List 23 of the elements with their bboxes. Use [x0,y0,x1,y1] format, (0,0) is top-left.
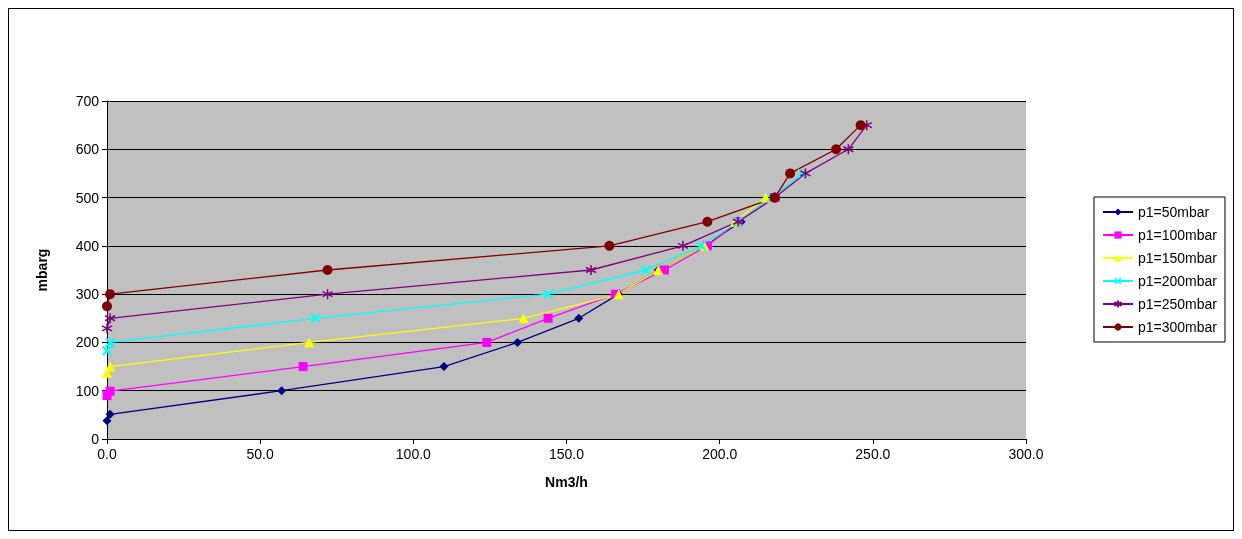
x-tick-label: 0.0 [97,446,117,462]
x-tick-label: 150.0 [548,446,585,462]
y-tick-label: 100 [75,382,100,399]
y-tick-label: 600 [75,141,100,158]
legend-label: p1=300mbar [1138,319,1218,335]
x-tick-label: 50.0 [246,446,274,462]
x-axis-title: Nm3/h [545,474,588,490]
x-tick-label: 200.0 [702,446,738,462]
legend-label: p1=250mbar [1138,296,1218,312]
y-tick-label: 500 [75,189,100,206]
y-tick-label: 700 [75,93,100,109]
x-tick-label: 250.0 [855,446,891,462]
y-tick-label: 200 [75,334,100,351]
legend-label: p1=100mbar [1138,227,1218,243]
y-tick-label: 300 [75,286,100,303]
y-tick-label: 0 [91,431,100,447]
legend-label: p1=200mbar [1138,273,1218,289]
x-tick-label: 100.0 [395,446,432,462]
y-axis-title: mbarg [34,248,50,292]
x-tick-label: 300.0 [1008,446,1044,462]
y-tick-label: 400 [75,237,100,254]
legend-label: p1=50mbar [1138,204,1210,220]
legend-label: p1=150mbar [1138,250,1218,266]
